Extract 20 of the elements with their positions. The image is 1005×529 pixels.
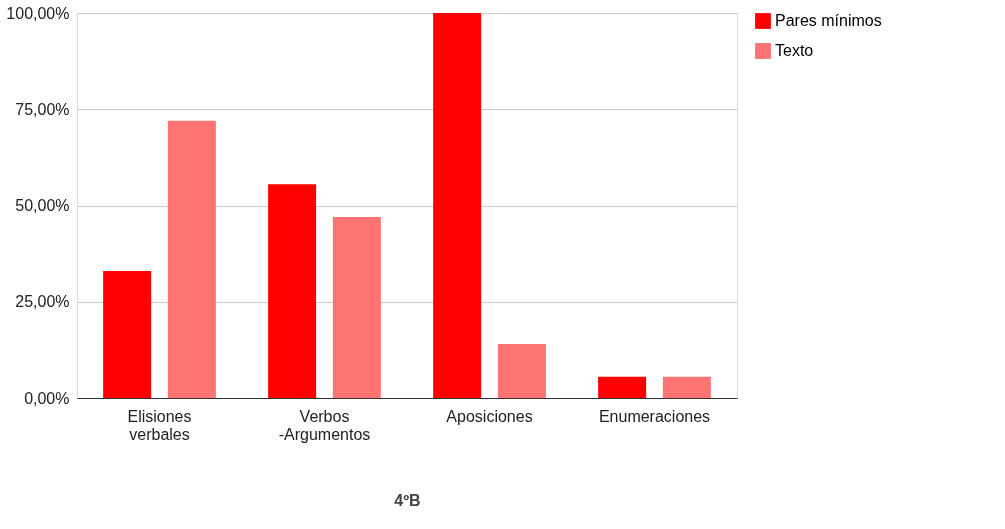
y-tick-label: 0,00%: [24, 389, 70, 407]
y-tick-label: 100,00%: [6, 4, 70, 22]
y-tick-label: 50,00%: [15, 197, 70, 214]
bar: [598, 376, 647, 398]
legend-label: Pares mínimos: [775, 12, 882, 29]
x-tick-label: Aposiciones: [446, 407, 533, 425]
bar: [103, 270, 152, 398]
bar: [433, 13, 482, 398]
legend-label: Texto: [775, 42, 814, 59]
y-tick-label: 75,00%: [15, 100, 70, 118]
x-tick-label: Enumeraciones: [598, 407, 711, 425]
bar: [332, 217, 381, 398]
bar: [167, 120, 216, 398]
x-tick-label: Verbos -Argumentos: [278, 407, 371, 443]
x-tick-label: Elisiones verbales: [127, 407, 192, 443]
y-tick-label: 25,00%: [15, 293, 70, 311]
x-axis-title: 4ºB: [394, 491, 421, 509]
bar: [497, 344, 546, 398]
bar: [662, 376, 711, 398]
bar: [268, 184, 317, 398]
